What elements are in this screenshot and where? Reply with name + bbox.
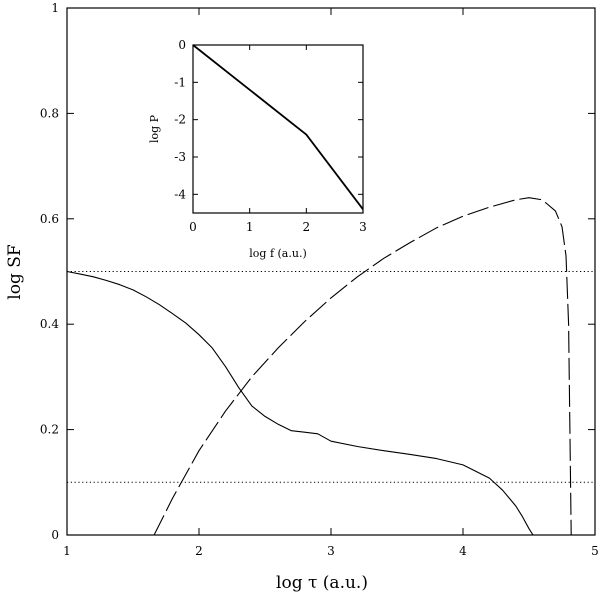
main-x-tick-label: 3 <box>327 544 335 558</box>
inset-x-axis-label: log f (a.u.) <box>249 247 306 260</box>
inset-x-tick-label: 0 <box>189 220 197 234</box>
main-series-solid-line <box>66 270 534 536</box>
inset-plot-frame <box>192 44 364 214</box>
inset-y-tick-label: -4 <box>174 187 186 201</box>
main-y-tick-label: 0.4 <box>40 317 59 331</box>
inset-series-group <box>192 44 364 210</box>
inset-y-tick-label: -1 <box>174 75 186 89</box>
main-x-tick-label: 2 <box>195 544 203 558</box>
main-series-group <box>66 197 595 536</box>
inset-y-tick-label: 0 <box>178 38 186 52</box>
main-y-tick-label: 0.2 <box>40 423 59 437</box>
main-x-axis-label: log τ (a.u.) <box>276 573 368 593</box>
inset-x-tick-label: 3 <box>359 220 367 234</box>
main-x-tick-label: 5 <box>591 544 599 558</box>
inset-y-axis-label: log P <box>148 114 161 143</box>
main-y-axis-label: log SF <box>5 244 25 300</box>
inset-series-solid-line <box>192 44 364 210</box>
main-y-tick-label: 0 <box>51 528 59 542</box>
inset-y-tick-label: -2 <box>174 113 186 127</box>
inset-x-tick-label: 1 <box>246 220 254 234</box>
inset-background <box>193 45 363 213</box>
main-x-tick-label: 4 <box>459 544 467 558</box>
main-x-tick-label: 1 <box>63 544 71 558</box>
main-y-tick-label: 1 <box>51 1 59 15</box>
main-axes-ticks: 1 2 3 4 5 0 0.2 0.4 0.6 0.8 1 <box>40 1 599 558</box>
inset-x-tick-label: 2 <box>303 220 311 234</box>
main-series-dashed-line <box>153 197 572 536</box>
main-y-tick-label: 0.6 <box>40 212 59 226</box>
main-y-tick-label: 0.8 <box>40 106 59 120</box>
inset-axes-ticks: 0 1 2 3 0 -1 -2 -3 -4 <box>174 38 367 234</box>
inset-y-tick-label: -3 <box>174 150 186 164</box>
